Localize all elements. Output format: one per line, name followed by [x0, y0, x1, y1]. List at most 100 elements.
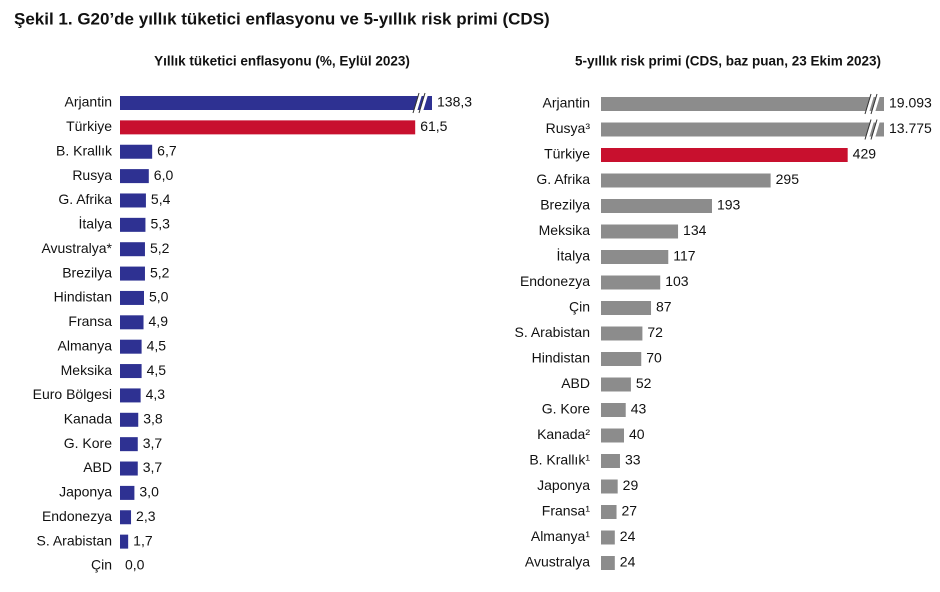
category-label: Kanada² [537, 426, 590, 442]
value-label: 3,7 [143, 459, 163, 475]
category-label: Fransa¹ [542, 503, 591, 519]
category-label: Almanya [58, 337, 113, 353]
bar [120, 217, 146, 232]
bar [601, 326, 643, 341]
value-label: 6,7 [157, 142, 177, 158]
value-label: 3,0 [139, 484, 159, 500]
axis-break [413, 92, 423, 114]
bar [120, 510, 132, 525]
category-label: Japonya [59, 484, 112, 500]
category-label: Arjantin [65, 94, 112, 110]
category-label: G. Afrika [536, 171, 590, 187]
bar [601, 530, 615, 545]
value-label: 4,9 [149, 313, 169, 329]
bar [601, 428, 624, 443]
category-label: Türkiye [544, 146, 590, 162]
axis-break [865, 93, 875, 115]
bar [120, 290, 144, 305]
value-label: 3,8 [143, 410, 163, 426]
value-label: 87 [656, 299, 672, 315]
value-label: 4,3 [146, 386, 166, 402]
category-label: Çin [569, 299, 590, 315]
category-label: Endonezya [520, 273, 590, 289]
bar [601, 250, 669, 264]
value-label: 52 [636, 375, 652, 391]
category-label: B. Krallık [56, 142, 113, 158]
bar [120, 120, 416, 135]
bar [120, 144, 153, 159]
category-label: S. Arabistan [515, 324, 591, 340]
value-label: 24 [620, 528, 636, 544]
axis-break-edge [864, 119, 872, 140]
bar [601, 224, 679, 239]
category-label: Avustralya [525, 554, 590, 570]
category-label: Çin [91, 557, 112, 573]
axis-break-edge [864, 93, 872, 115]
bar [601, 97, 884, 111]
bar [120, 193, 146, 208]
category-label: Kanada [64, 410, 112, 426]
value-label: 4,5 [147, 337, 167, 353]
axis-break [865, 119, 875, 140]
category-label: Japonya [537, 477, 590, 493]
value-label: 295 [776, 171, 800, 187]
value-label: 117 [673, 248, 696, 264]
axis-break-edge [412, 92, 420, 114]
bar [601, 173, 771, 188]
axis-break-edge [418, 92, 426, 114]
value-label: 429 [853, 146, 877, 162]
category-label: G. Kore [64, 435, 112, 451]
value-label: 138,3 [437, 94, 472, 110]
category-label: İtalya [557, 247, 591, 264]
category-label: Meksika [61, 362, 113, 378]
bar [601, 352, 642, 366]
bar [120, 242, 145, 257]
value-label: 4,5 [147, 362, 167, 378]
category-label: Almanya¹ [531, 528, 590, 544]
category-label: Rusya³ [546, 120, 591, 136]
category-label: Brezilya [62, 264, 112, 280]
value-label: 3,7 [143, 435, 163, 451]
category-label: G. Afrika [58, 191, 112, 207]
category-label: Hindistan [54, 289, 112, 305]
panel-title: Yıllık tüketici enflasyonu (%, Eylül 202… [154, 54, 410, 69]
bar [601, 479, 618, 494]
value-label: 70 [646, 350, 662, 366]
category-label: Euro Bölgesi [33, 386, 112, 402]
category-label: ABD [561, 375, 590, 391]
bar [601, 275, 661, 290]
category-label: Meksika [539, 222, 591, 238]
figure-title: Şekil 1. G20’de yıllık tüketici enflasyo… [14, 9, 550, 28]
bar [120, 534, 129, 549]
bar [601, 301, 652, 315]
axis-break [419, 92, 429, 114]
bar [120, 364, 142, 379]
axis-break [871, 93, 881, 115]
bar [120, 461, 138, 476]
bar [601, 403, 626, 417]
category-label: Fransa [68, 313, 112, 329]
category-label: Arjantin [543, 95, 590, 111]
value-label: 19.093 [889, 95, 932, 111]
category-label: Avustralya* [41, 240, 112, 256]
bar [601, 505, 617, 519]
value-label: 43 [631, 401, 647, 417]
bar [120, 315, 144, 330]
axis-break-edge [870, 119, 878, 140]
category-label: ABD [83, 459, 112, 475]
bar [601, 148, 848, 162]
value-label: 5,2 [150, 264, 170, 280]
axis-break [871, 119, 881, 140]
bar [601, 377, 631, 392]
value-label: 103 [665, 273, 689, 289]
value-label: 27 [622, 503, 638, 519]
category-label: İtalya [79, 215, 113, 232]
value-label: 5,0 [149, 289, 169, 305]
axis-break-edge [870, 93, 878, 115]
value-label: 5,3 [150, 216, 170, 232]
category-label: S. Arabistan [37, 532, 113, 548]
value-label: 134 [683, 222, 707, 238]
bar [601, 199, 712, 213]
